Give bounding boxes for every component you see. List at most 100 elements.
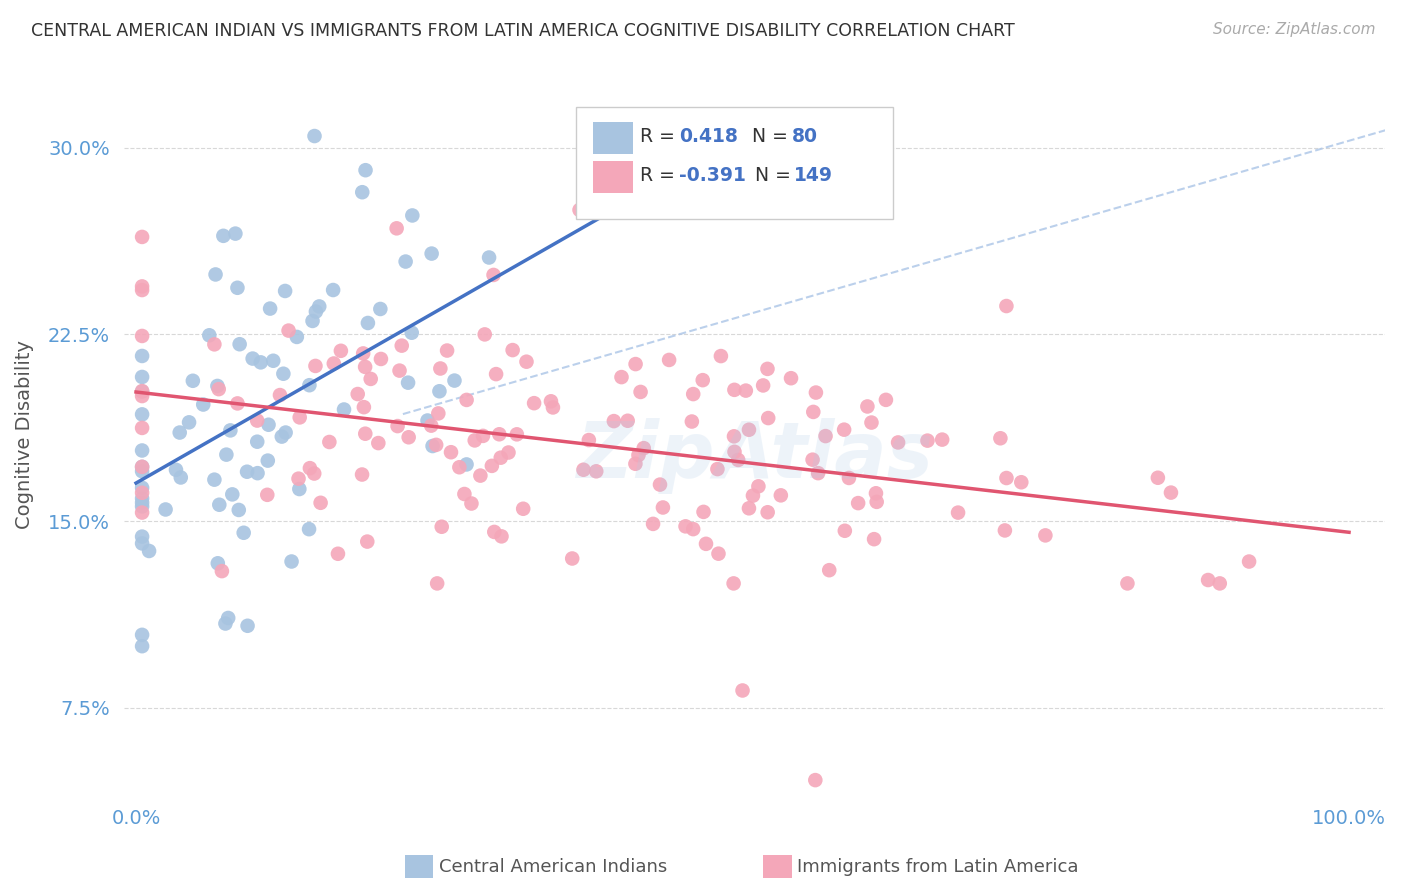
Point — [807, 466, 830, 480]
Point — [236, 465, 259, 479]
Text: 0.418: 0.418 — [679, 127, 738, 146]
Point — [1116, 576, 1139, 591]
Point — [756, 362, 779, 376]
Point — [277, 324, 299, 338]
Point — [734, 384, 756, 398]
Point — [1209, 576, 1232, 591]
Point — [568, 202, 591, 217]
Point — [256, 453, 278, 467]
Text: Source: ZipAtlas.com: Source: ZipAtlas.com — [1212, 22, 1375, 37]
Point — [470, 468, 492, 483]
Point — [603, 414, 626, 428]
Point — [456, 458, 478, 472]
Point — [131, 459, 153, 474]
Point — [801, 405, 824, 419]
Point — [1035, 528, 1057, 542]
Point — [633, 441, 655, 455]
Point — [1237, 555, 1260, 569]
Point — [863, 532, 886, 546]
Point — [202, 473, 225, 487]
Point — [131, 491, 153, 506]
Point — [416, 413, 439, 427]
Point — [131, 459, 153, 474]
Point — [131, 384, 153, 399]
Point — [131, 628, 153, 642]
Point — [515, 354, 537, 368]
Point — [401, 209, 423, 223]
Point — [367, 436, 389, 450]
Point — [478, 251, 501, 265]
Point — [485, 367, 508, 381]
Point — [181, 374, 204, 388]
Point — [257, 417, 280, 432]
Point — [512, 501, 534, 516]
Point — [360, 372, 382, 386]
Point — [429, 384, 451, 399]
Point — [131, 485, 153, 500]
Point — [177, 415, 200, 429]
Point — [224, 227, 246, 241]
Point — [801, 452, 824, 467]
Point — [710, 349, 733, 363]
Point — [262, 353, 284, 368]
Point — [887, 435, 910, 450]
Point — [326, 547, 349, 561]
Text: -0.391: -0.391 — [679, 166, 747, 186]
Point — [731, 683, 754, 698]
Point — [131, 384, 153, 398]
Point — [561, 551, 583, 566]
Point — [624, 357, 647, 371]
Point — [207, 379, 229, 393]
Point — [723, 576, 745, 591]
Point — [131, 283, 153, 297]
Point — [221, 487, 243, 501]
Point — [427, 406, 450, 420]
Point — [236, 619, 259, 633]
Point — [214, 616, 236, 631]
Point — [627, 448, 650, 462]
Point — [401, 326, 423, 340]
Point — [430, 520, 453, 534]
Point — [193, 398, 215, 412]
Point — [212, 228, 235, 243]
Point — [489, 450, 512, 465]
Point — [572, 463, 595, 477]
Point — [641, 516, 664, 531]
Point — [228, 337, 250, 351]
Point — [990, 431, 1012, 445]
Point — [488, 427, 510, 442]
Point — [357, 316, 380, 330]
Point — [752, 378, 775, 392]
Point — [215, 448, 238, 462]
Point — [298, 522, 321, 536]
Point — [322, 357, 344, 371]
Point — [353, 400, 375, 414]
Point — [131, 329, 153, 343]
Point — [769, 488, 792, 502]
Point — [131, 389, 153, 403]
Point — [308, 300, 330, 314]
Point — [131, 481, 153, 495]
Point — [232, 525, 254, 540]
Point — [449, 460, 471, 475]
Point — [249, 355, 271, 369]
Point — [723, 383, 745, 397]
Point — [995, 471, 1018, 485]
Point — [917, 434, 939, 448]
Point — [322, 283, 344, 297]
Point — [242, 351, 264, 366]
Point — [170, 470, 193, 484]
Point — [540, 394, 562, 409]
Point — [198, 328, 221, 343]
Text: N =: N = — [752, 127, 794, 146]
Point — [346, 387, 368, 401]
Point — [131, 408, 153, 422]
Point — [288, 482, 311, 496]
Point — [155, 502, 177, 516]
Point — [541, 401, 564, 415]
Point — [352, 467, 374, 482]
Text: R =: R = — [640, 166, 681, 186]
Text: CENTRAL AMERICAN INDIAN VS IMMIGRANTS FROM LATIN AMERICA COGNITIVE DISABILITY CO: CENTRAL AMERICAN INDIAN VS IMMIGRANTS FR… — [31, 22, 1015, 40]
Point — [131, 443, 153, 458]
Point — [385, 221, 408, 235]
